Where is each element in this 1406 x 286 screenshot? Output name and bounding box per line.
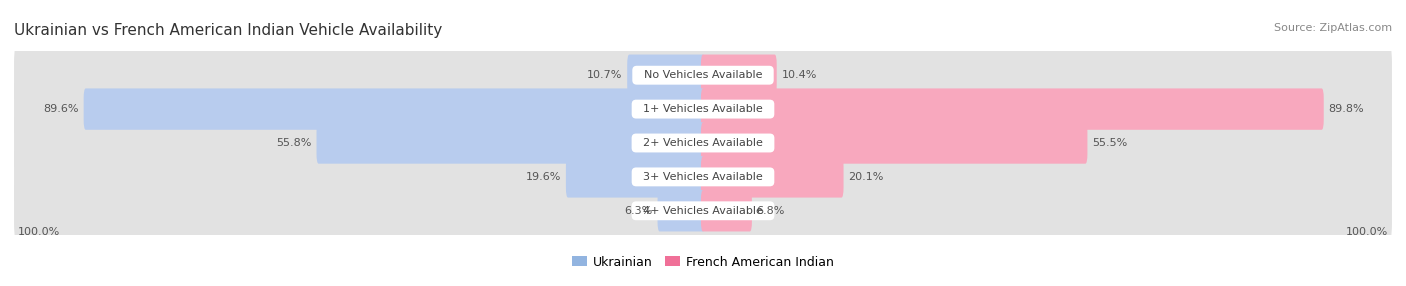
FancyBboxPatch shape [702, 122, 1087, 164]
Text: 10.7%: 10.7% [588, 70, 623, 80]
Text: 89.6%: 89.6% [44, 104, 79, 114]
FancyBboxPatch shape [83, 88, 704, 130]
Text: 3+ Vehicles Available: 3+ Vehicles Available [636, 172, 770, 182]
Text: 2+ Vehicles Available: 2+ Vehicles Available [636, 138, 770, 148]
FancyBboxPatch shape [14, 45, 1392, 105]
FancyBboxPatch shape [658, 190, 704, 231]
Text: 55.8%: 55.8% [277, 138, 312, 148]
FancyBboxPatch shape [702, 55, 776, 96]
Text: 55.5%: 55.5% [1092, 138, 1128, 148]
FancyBboxPatch shape [702, 190, 752, 231]
Text: 100.0%: 100.0% [17, 227, 59, 237]
Text: 4+ Vehicles Available: 4+ Vehicles Available [636, 206, 770, 216]
FancyBboxPatch shape [316, 122, 704, 164]
FancyBboxPatch shape [14, 113, 1392, 173]
Text: Source: ZipAtlas.com: Source: ZipAtlas.com [1274, 23, 1392, 33]
Text: 10.4%: 10.4% [782, 70, 817, 80]
FancyBboxPatch shape [627, 55, 704, 96]
Text: 1+ Vehicles Available: 1+ Vehicles Available [636, 104, 770, 114]
Text: No Vehicles Available: No Vehicles Available [637, 70, 769, 80]
Text: 100.0%: 100.0% [1347, 227, 1389, 237]
Text: 20.1%: 20.1% [848, 172, 884, 182]
FancyBboxPatch shape [565, 156, 704, 198]
Text: 6.8%: 6.8% [756, 206, 785, 216]
Text: 89.8%: 89.8% [1329, 104, 1364, 114]
FancyBboxPatch shape [702, 88, 1323, 130]
Text: 6.3%: 6.3% [624, 206, 652, 216]
FancyBboxPatch shape [14, 181, 1392, 241]
FancyBboxPatch shape [14, 79, 1392, 139]
Legend: Ukrainian, French American Indian: Ukrainian, French American Indian [572, 255, 834, 269]
FancyBboxPatch shape [702, 156, 844, 198]
Text: 19.6%: 19.6% [526, 172, 561, 182]
Text: Ukrainian vs French American Indian Vehicle Availability: Ukrainian vs French American Indian Vehi… [14, 23, 443, 38]
FancyBboxPatch shape [14, 147, 1392, 207]
